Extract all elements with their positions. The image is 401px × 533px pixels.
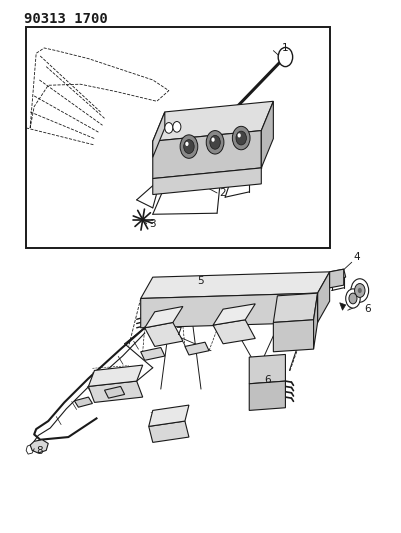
Polygon shape bbox=[140, 348, 164, 360]
Circle shape bbox=[185, 142, 188, 146]
Polygon shape bbox=[152, 131, 261, 179]
Polygon shape bbox=[152, 112, 164, 157]
Circle shape bbox=[350, 279, 368, 302]
Polygon shape bbox=[148, 421, 188, 442]
Polygon shape bbox=[140, 272, 329, 298]
Polygon shape bbox=[30, 440, 48, 453]
Circle shape bbox=[172, 122, 180, 132]
Circle shape bbox=[237, 133, 240, 138]
Bar bbox=[26, 27, 329, 248]
Text: 5: 5 bbox=[196, 276, 203, 286]
Polygon shape bbox=[329, 269, 345, 280]
Text: 90313 1700: 90313 1700 bbox=[24, 12, 107, 26]
Polygon shape bbox=[273, 320, 313, 352]
Circle shape bbox=[206, 131, 223, 154]
Polygon shape bbox=[104, 386, 124, 398]
Polygon shape bbox=[213, 304, 255, 325]
Circle shape bbox=[180, 135, 197, 158]
Polygon shape bbox=[249, 381, 285, 410]
Text: 3: 3 bbox=[148, 219, 155, 229]
Polygon shape bbox=[140, 293, 317, 328]
Circle shape bbox=[235, 131, 246, 145]
Circle shape bbox=[183, 140, 194, 154]
Polygon shape bbox=[144, 322, 182, 346]
Circle shape bbox=[354, 284, 364, 297]
Text: 6: 6 bbox=[363, 304, 369, 314]
Polygon shape bbox=[88, 381, 142, 402]
Text: 6: 6 bbox=[264, 375, 270, 385]
Polygon shape bbox=[273, 293, 317, 322]
Text: 7: 7 bbox=[174, 327, 181, 337]
Text: 4: 4 bbox=[352, 252, 358, 262]
Polygon shape bbox=[152, 168, 261, 195]
Polygon shape bbox=[313, 293, 317, 349]
Circle shape bbox=[277, 47, 292, 67]
Circle shape bbox=[345, 289, 359, 308]
Text: 8: 8 bbox=[36, 446, 43, 456]
Polygon shape bbox=[88, 365, 142, 386]
Polygon shape bbox=[152, 101, 273, 141]
Polygon shape bbox=[329, 269, 343, 288]
Polygon shape bbox=[213, 320, 255, 344]
Polygon shape bbox=[249, 354, 285, 384]
Text: 2: 2 bbox=[219, 188, 225, 198]
Circle shape bbox=[211, 138, 214, 142]
Circle shape bbox=[209, 135, 220, 149]
Polygon shape bbox=[144, 306, 182, 328]
Polygon shape bbox=[317, 272, 329, 322]
Polygon shape bbox=[148, 405, 188, 426]
Circle shape bbox=[348, 293, 356, 304]
Polygon shape bbox=[184, 342, 209, 355]
Circle shape bbox=[357, 288, 361, 293]
Polygon shape bbox=[339, 303, 345, 310]
Polygon shape bbox=[261, 101, 273, 168]
Text: 1: 1 bbox=[281, 43, 287, 53]
Circle shape bbox=[232, 126, 249, 150]
Circle shape bbox=[164, 123, 172, 133]
Polygon shape bbox=[74, 397, 92, 407]
